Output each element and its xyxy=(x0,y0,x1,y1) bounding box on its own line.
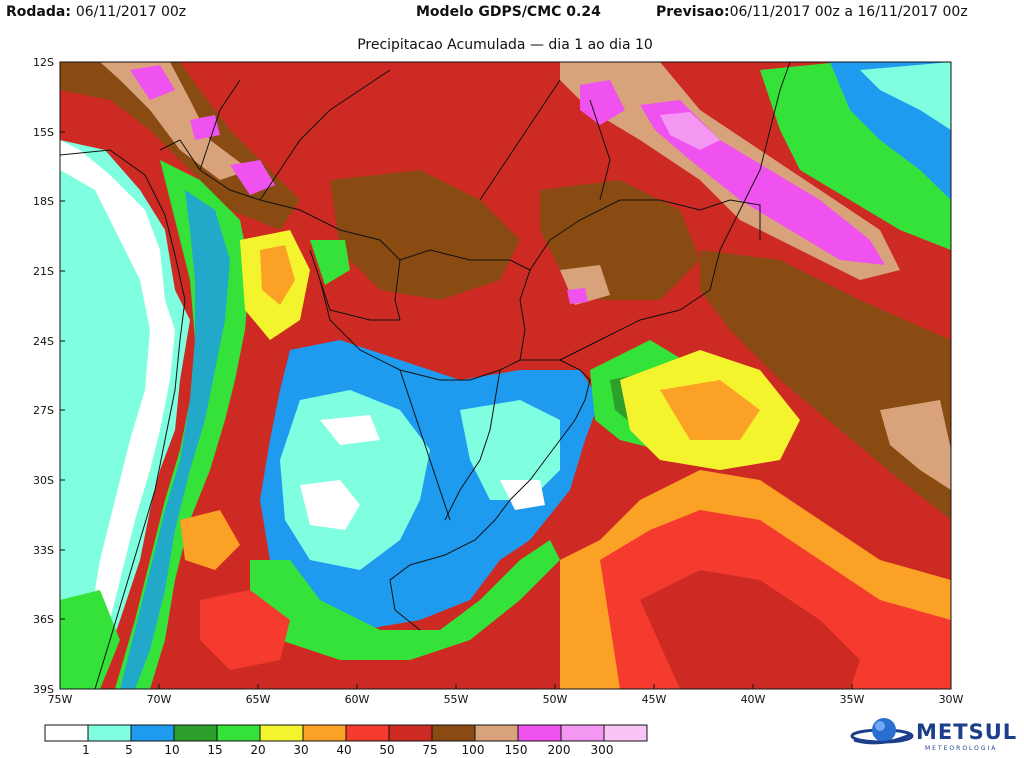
lon-label: 50W xyxy=(543,693,568,706)
lat-label: 24S xyxy=(33,335,54,348)
lat-label: 33S xyxy=(33,544,54,557)
legend-swatch xyxy=(388,724,433,742)
lat-label: 15S xyxy=(33,126,54,139)
legend-labels: 1 5 10 15 20 30 40 50 75 100 150 200 300 xyxy=(82,743,613,756)
map-borders xyxy=(60,62,791,689)
lon-label: 30W xyxy=(939,693,964,706)
forecast-value: 06/11/2017 00z a 16/11/2017 00z xyxy=(729,4,968,20)
precipitation-field xyxy=(60,62,951,689)
legend-label: 50 xyxy=(379,743,394,756)
legend-swatch xyxy=(44,724,89,742)
legend-swatch xyxy=(302,724,347,742)
legend-swatch xyxy=(173,724,218,742)
legend-swatch xyxy=(87,724,132,742)
precipitation-map: 12S 15S 18S 21S 24S 27S 30S 33S 36S 39S … xyxy=(33,56,964,706)
legend-label: 300 xyxy=(591,743,614,756)
metsul-logo: METSUL METEOROLOGIA xyxy=(846,714,1016,754)
lat-label: 12S xyxy=(33,56,54,69)
lon-label: 70W xyxy=(147,693,172,706)
forecast-info: Previsao:06/11/2017 00z a 16/11/2017 00z xyxy=(656,4,968,20)
lat-label: 39S xyxy=(33,683,54,696)
lon-labels: 75W 70W 65W 60W 55W 50W 45W 40W 35W 30W xyxy=(48,693,964,706)
lat-label: 21S xyxy=(33,265,54,278)
legend-swatch xyxy=(560,724,605,742)
lon-label: 60W xyxy=(345,693,370,706)
legend-label: 200 xyxy=(548,743,571,756)
run-label: Rodada: xyxy=(6,4,71,20)
legend-swatch xyxy=(603,724,648,742)
lon-label: 40W xyxy=(741,693,766,706)
legend-swatches xyxy=(44,724,648,742)
lon-label: 35W xyxy=(840,693,865,706)
logo-tagline: METEOROLOGIA xyxy=(925,745,998,752)
run-value: 06/11/2017 00z xyxy=(75,4,187,20)
lat-label: 18S xyxy=(33,195,54,208)
legend-label: 150 xyxy=(505,743,528,756)
legend-label: 20 xyxy=(250,743,265,756)
run-info: Rodada: 06/11/2017 00z xyxy=(6,4,186,20)
map-subtitle: Precipitacao Acumulada — dia 1 ao dia 10 xyxy=(357,37,653,53)
lat-labels: 12S 15S 18S 21S 24S 27S 30S 33S 36S 39S xyxy=(33,56,54,696)
legend-swatch xyxy=(431,724,476,742)
precipitation-legend: 1 5 10 15 20 30 40 50 75 100 150 200 300 xyxy=(44,724,648,756)
legend-label: 15 xyxy=(207,743,222,756)
lat-label: 30S xyxy=(33,474,54,487)
lon-label: 55W xyxy=(444,693,469,706)
forecast-label: Previsao: xyxy=(656,4,730,20)
legend-swatch xyxy=(474,724,519,742)
legend-label: 100 xyxy=(462,743,485,756)
legend-label: 30 xyxy=(293,743,308,756)
legend-label: 40 xyxy=(336,743,351,756)
legend-label: 75 xyxy=(422,743,437,756)
legend-swatch xyxy=(130,724,175,742)
lat-label: 36S xyxy=(33,613,54,626)
legend-label: 5 xyxy=(125,743,133,756)
legend-swatch xyxy=(216,724,261,742)
axis-ticks xyxy=(60,61,853,689)
legend-label: 1 xyxy=(82,743,90,756)
lat-label: 27S xyxy=(33,404,54,417)
lon-label: 75W xyxy=(48,693,73,706)
lon-label: 65W xyxy=(246,693,271,706)
legend-swatch xyxy=(259,724,304,742)
lon-label: 45W xyxy=(642,693,667,706)
legend-label: 10 xyxy=(164,743,179,756)
legend-swatch xyxy=(345,724,390,742)
logo-name: METSUL xyxy=(916,720,1018,744)
globe-icon xyxy=(850,718,914,745)
legend-swatch xyxy=(517,724,562,742)
model-name: Modelo GDPS/CMC 0.24 xyxy=(416,4,601,20)
